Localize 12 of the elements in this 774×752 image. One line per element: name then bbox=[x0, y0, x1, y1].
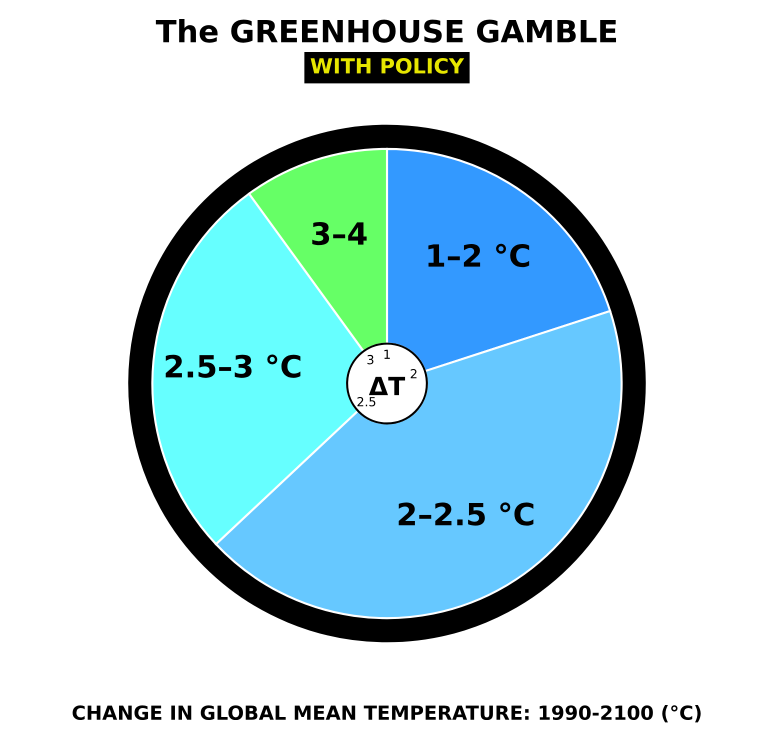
text: 3 bbox=[367, 354, 374, 364]
text: 2.5 bbox=[357, 396, 376, 406]
slice-label: 3–4 bbox=[312, 222, 367, 246]
chart-title: The GREENHOUSE GAMBLE bbox=[156, 19, 616, 43]
slice-label: 1–2 °C bbox=[428, 244, 530, 268]
chart-subtitle: WITH POLICY bbox=[310, 58, 464, 74]
text: 2 bbox=[410, 368, 416, 378]
slice-label: 2–2.5 °C bbox=[398, 502, 534, 526]
text: CHANGE IN GLOBAL MEAN TEMPERATURE: 1990-2100 (°C) bbox=[72, 705, 701, 722]
text: 1 bbox=[384, 350, 390, 359]
slice-label: 2.5–3 °C bbox=[166, 354, 300, 378]
text: ΔT bbox=[368, 376, 406, 396]
